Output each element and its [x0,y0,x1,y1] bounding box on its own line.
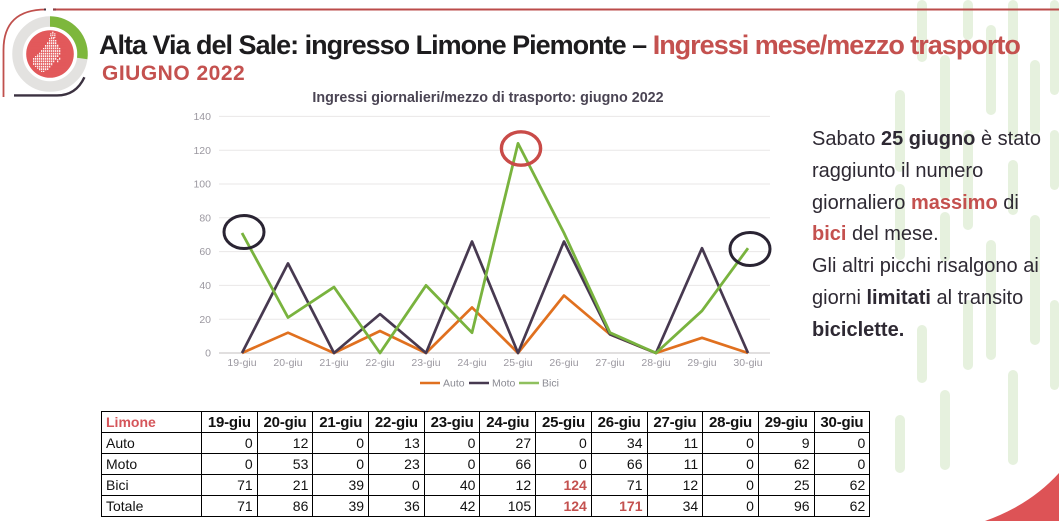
svg-text:29-giu: 29-giu [687,357,716,369]
svg-text:120: 120 [193,145,211,157]
svg-text:30-giu: 30-giu [733,357,762,369]
svg-text:27-giu: 27-giu [595,357,624,369]
svg-text:100: 100 [193,179,211,191]
svg-text:Bici: Bici [542,378,559,390]
svg-text:Auto: Auto [443,378,465,390]
svg-text:24-giu: 24-giu [457,357,486,369]
svg-text:22-giu: 22-giu [365,357,394,369]
svg-text:Moto: Moto [492,378,516,390]
svg-text:140: 140 [193,111,211,123]
svg-text:25-giu: 25-giu [503,357,532,369]
svg-text:28-giu: 28-giu [641,357,670,369]
svg-text:23-giu: 23-giu [411,357,440,369]
svg-text:40: 40 [199,280,211,292]
svg-text:19-giu: 19-giu [227,357,256,369]
svg-text:20-giu: 20-giu [273,357,302,369]
svg-text:60: 60 [199,246,211,258]
svg-text:0: 0 [205,348,211,360]
svg-text:Ingressi giornalieri/mezzo di: Ingressi giornalieri/mezzo di trasporto:… [312,90,663,106]
svg-text:20: 20 [199,314,211,326]
svg-text:21-giu: 21-giu [319,357,348,369]
svg-text:80: 80 [199,212,211,224]
svg-text:26-giu: 26-giu [549,357,578,369]
